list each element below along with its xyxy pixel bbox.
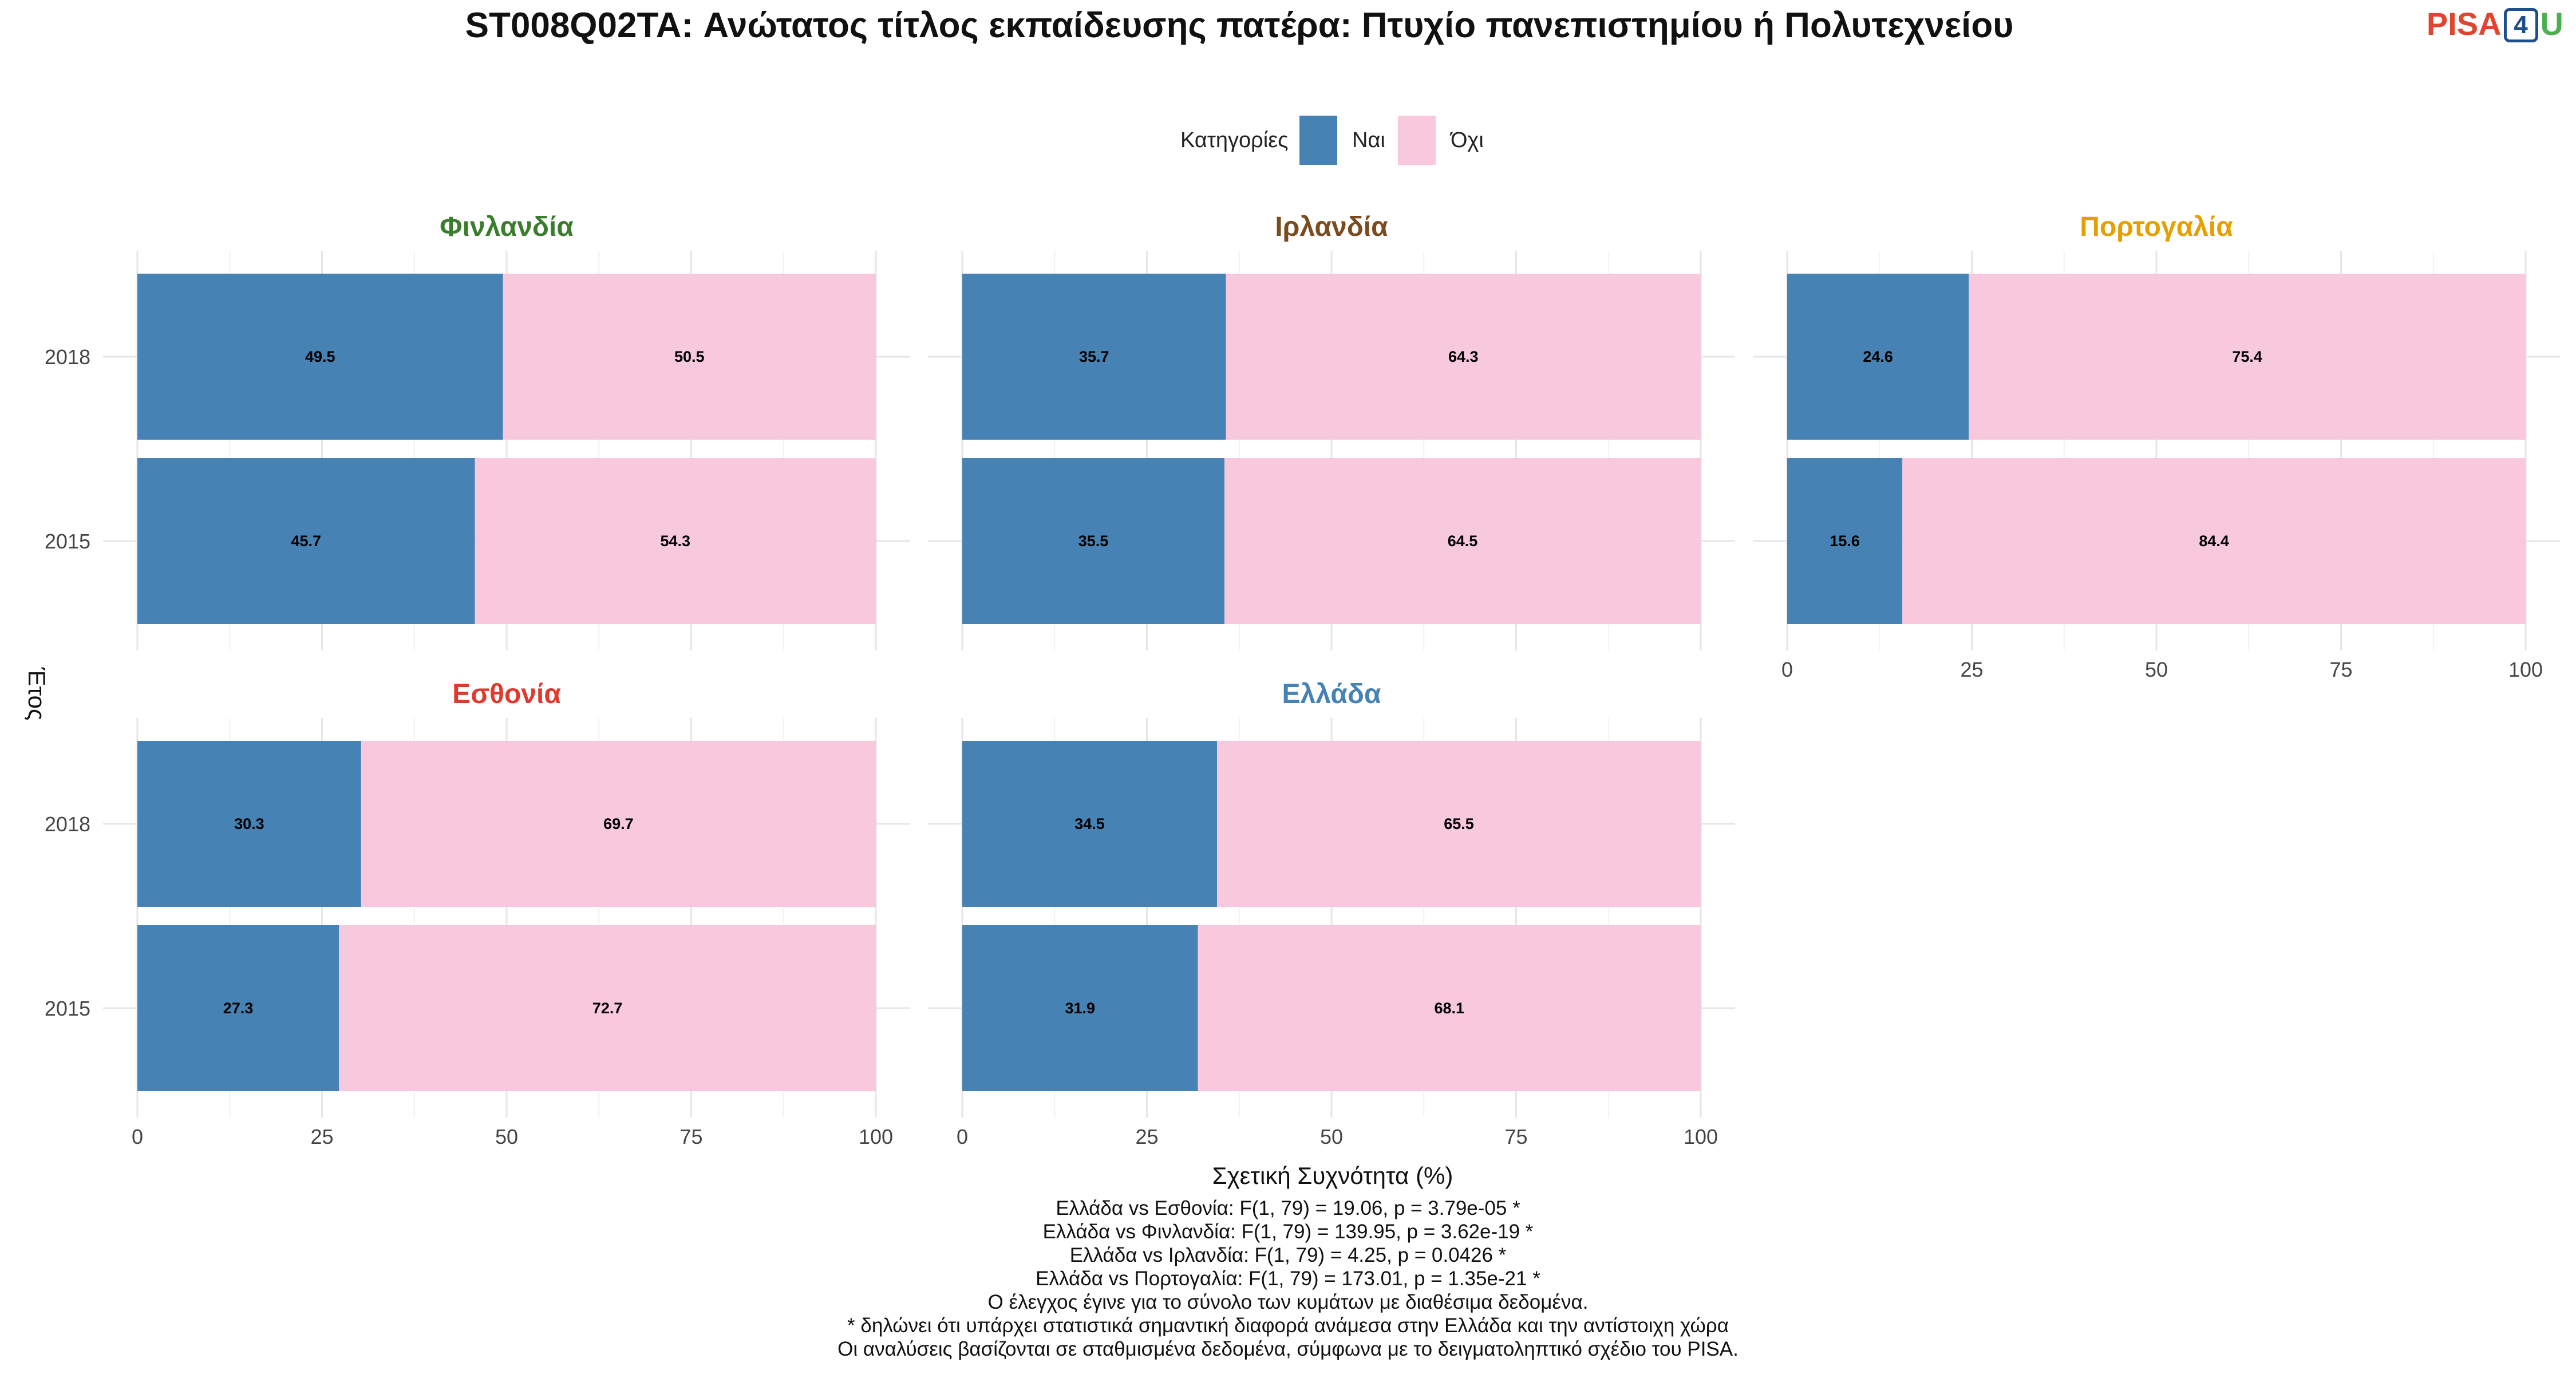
y-tick-label: 2018: [45, 345, 90, 369]
chart-title: ST008Q02TA: Ανώτατος τίτλος εκπαίδευσης …: [465, 6, 2014, 45]
y-tick-label: 2015: [45, 997, 90, 1020]
x-tick-label: 75: [1504, 1125, 1527, 1148]
caption-notes: Ελλάδα vs Εσθονία: F(1, 79) = 19.06, p =…: [0, 1197, 2576, 1361]
x-tick-label: 25: [1960, 658, 1983, 681]
bar-πορτογαλία-2015-ναι: [1787, 458, 1903, 624]
legend-label-nai: Ναι: [1352, 128, 1385, 152]
bar-πορτογαλία-2015-όχι: [1902, 458, 2526, 624]
bar-εσθονία-2015-ναι: [137, 925, 339, 1091]
x-tick-label: 25: [310, 1125, 333, 1148]
data-label-εσθονία-2015-ναι: 27.3: [223, 1000, 254, 1017]
bar-πορτογαλία-2018-ναι: [1787, 274, 1969, 440]
data-label-πορτογαλία-2015-όχι: 84.4: [2199, 532, 2229, 550]
data-label-φινλανδία-2018-όχι: 50.5: [674, 348, 705, 365]
legend-key-nai: [1299, 116, 1337, 165]
legend-title: Κατηγορίες: [1180, 128, 1289, 152]
data-label-ελλάδα-2015-ναι: 31.9: [1065, 1000, 1095, 1017]
facet-title-ελλάδα: Ελλάδα: [1282, 679, 1381, 709]
facet-title-ιρλανδία: Ιρλανδία: [1275, 212, 1388, 242]
facet-title-πορτογαλία: Πορτογαλία: [2080, 212, 2233, 242]
bar-ελλάδα-2015-ναι: [962, 925, 1198, 1091]
logo-u-text: U: [2540, 6, 2563, 42]
x-tick-label: 100: [1684, 1125, 1718, 1148]
y-tick-label: 2018: [45, 812, 90, 836]
caption-line: Ελλάδα vs Πορτογαλία: F(1, 79) = 173.01,…: [1036, 1268, 1540, 1290]
x-tick-label: 50: [2145, 658, 2168, 681]
x-tick-label: 0: [1781, 658, 1793, 681]
x-tick-label: 50: [495, 1125, 518, 1148]
bar-ελλάδα-2018-ναι: [962, 741, 1218, 907]
bar-φινλανδία-2018-ναι: [137, 274, 503, 440]
caption-line: Ο έλεγχος έγινε για το σύνολο των κυμάτω…: [987, 1291, 1589, 1313]
legend-key-ochi: [1398, 116, 1436, 165]
logo-pisa-text: PISA: [2426, 6, 2502, 42]
data-label-ελλάδα-2018-ναι: 34.5: [1074, 815, 1105, 832]
bar-εσθονία-2018-ναι: [137, 741, 361, 907]
bar-ιρλανδία-2015-όχι: [1224, 458, 1701, 624]
bar-ιρλανδία-2015-ναι: [962, 458, 1224, 624]
bar-φινλανδία-2015-ναι: [137, 458, 475, 624]
x-axis-label: Σχετική Συχνότητα (%): [1212, 1162, 1453, 1189]
data-label-πορτογαλία-2015-ναι: 15.6: [1830, 532, 1860, 550]
caption-line: Ελλάδα vs Φινλανδία: F(1, 79) = 139.95, …: [1042, 1221, 1534, 1243]
logo-four-badge: 4: [2503, 8, 2538, 42]
caption-line: Ελλάδα vs Εσθονία: F(1, 79) = 19.06, p =…: [1056, 1197, 1520, 1219]
data-label-ιρλανδία-2018-ναι: 35.7: [1079, 348, 1109, 365]
bar-φινλανδία-2015-όχι: [475, 458, 876, 624]
x-tick-label: 75: [2329, 658, 2352, 681]
bar-ιρλανδία-2018-όχι: [1226, 274, 1701, 440]
x-tick-label: 75: [679, 1125, 702, 1148]
pisa4u-logo: PISA 4 U: [2427, 7, 2563, 42]
x-tick-label: 100: [859, 1125, 893, 1148]
facet-title-εσθονία: Εσθονία: [452, 679, 561, 709]
y-axis-label: Έτος: [23, 667, 50, 721]
data-label-εσθονία-2015-όχι: 72.7: [592, 1000, 623, 1017]
data-label-φινλανδία-2015-ναι: 45.7: [291, 532, 321, 550]
y-tick-label: 2015: [45, 530, 90, 553]
data-label-εσθονία-2018-ναι: 30.3: [234, 815, 264, 832]
bar-πορτογαλία-2018-όχι: [1969, 274, 2526, 440]
bar-ιρλανδία-2018-ναι: [962, 274, 1226, 440]
caption-line: * δηλώνει ότι υπάρχει στατιστικά σημαντι…: [847, 1314, 1729, 1337]
data-label-ιρλανδία-2015-όχι: 64.5: [1448, 532, 1478, 550]
bar-ελλάδα-2018-όχι: [1217, 741, 1701, 907]
facet-title-φινλανδία: Φινλανδία: [440, 212, 574, 242]
caption-line: Οι αναλύσεις βασίζονται σε σταθμισμένα δ…: [837, 1338, 1739, 1360]
bar-εσθονία-2018-όχι: [361, 741, 876, 907]
data-label-φινλανδία-2018-ναι: 49.5: [305, 348, 335, 365]
x-tick-label: 25: [1135, 1125, 1158, 1148]
data-label-ελλάδα-2018-όχι: 65.5: [1444, 815, 1474, 832]
bar-εσθονία-2015-όχι: [339, 925, 876, 1091]
x-tick-label: 0: [132, 1125, 143, 1148]
data-label-εσθονία-2018-όχι: 69.7: [603, 815, 634, 832]
legend-label-ochi: Όχι: [1451, 128, 1484, 152]
caption-line: Ελλάδα vs Ιρλανδία: F(1, 79) = 4.25, p =…: [1069, 1244, 1507, 1266]
data-label-ιρλανδία-2015-ναι: 35.5: [1078, 532, 1109, 550]
x-tick-label: 100: [2508, 658, 2543, 681]
x-tick-label: 0: [957, 1125, 968, 1148]
data-label-πορτογαλία-2018-όχι: 75.4: [2232, 348, 2262, 365]
data-label-ιρλανδία-2018-όχι: 64.3: [1448, 348, 1479, 365]
data-label-ελλάδα-2015-όχι: 68.1: [1434, 1000, 1464, 1017]
data-label-πορτογαλία-2018-ναι: 24.6: [1863, 348, 1893, 365]
bar-ελλάδα-2015-όχι: [1198, 925, 1701, 1091]
data-label-φινλανδία-2015-όχι: 54.3: [660, 532, 690, 550]
x-tick-label: 50: [1320, 1125, 1343, 1148]
bar-φινλανδία-2018-όχι: [503, 274, 876, 440]
